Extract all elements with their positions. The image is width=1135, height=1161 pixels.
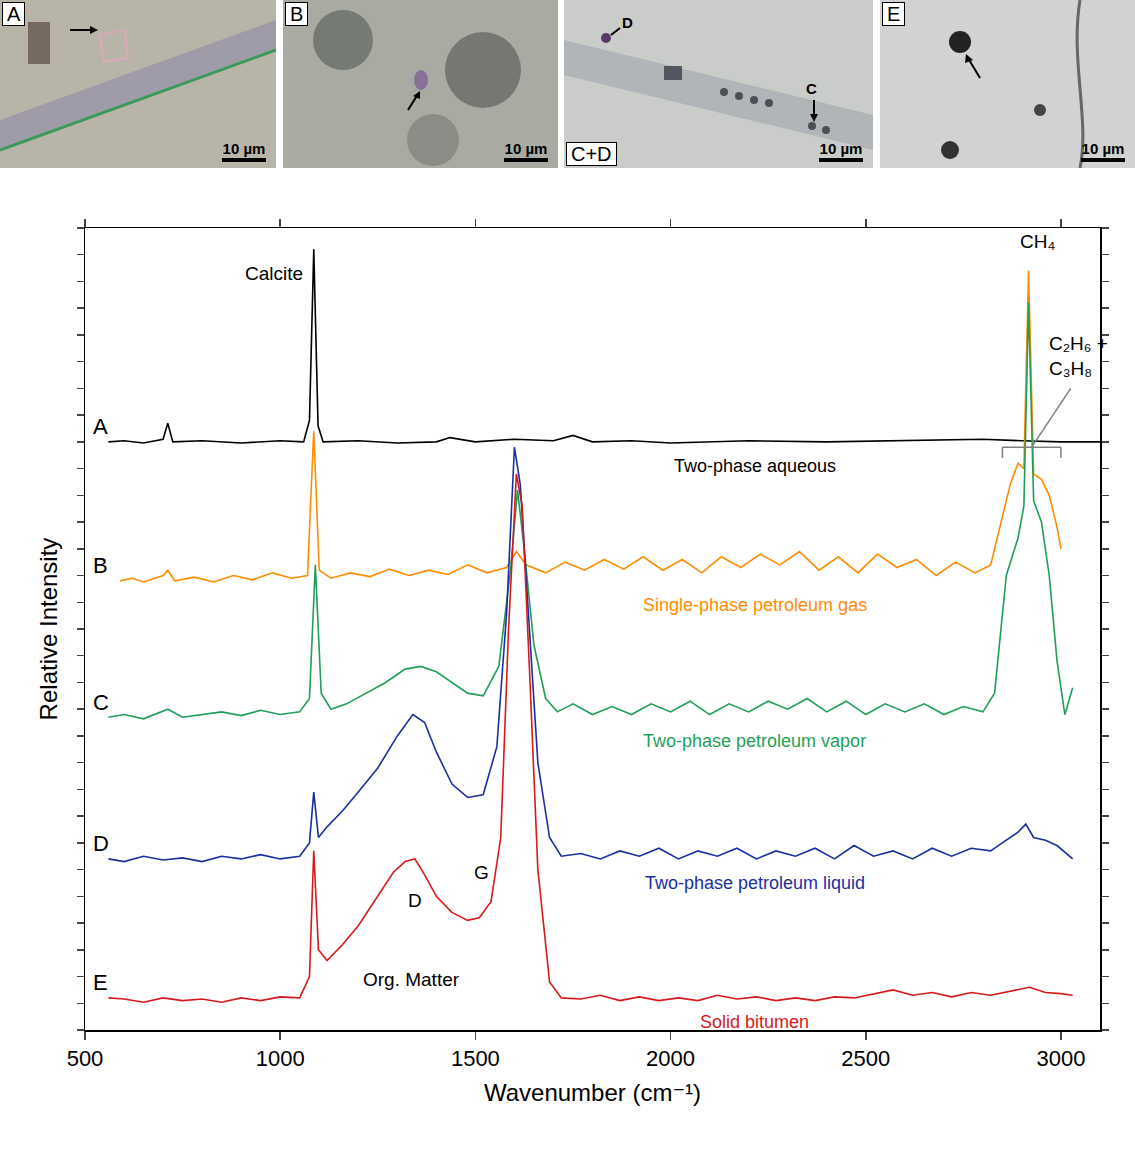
html-text:A: A — [7, 3, 21, 25]
html-text:C+D: C+D — [571, 143, 612, 165]
svg-text:1500: 1500 — [451, 1046, 500, 1071]
svg-text:D: D — [93, 831, 109, 856]
html-text:D: D — [622, 14, 633, 31]
html-text:10 µm: 10 µm — [504, 140, 548, 157]
svg-text:Two-phase petroleum liquid: Two-phase petroleum liquid — [645, 873, 865, 893]
html-text:B: B — [290, 3, 304, 25]
svg-text:Calcite: Calcite — [245, 263, 303, 284]
svg-text:Solid bitumen: Solid bitumen — [700, 1012, 809, 1032]
svg-text:Two-phase aqueous: Two-phase aqueous — [674, 456, 836, 476]
svg-text:E: E — [93, 970, 108, 995]
html-text:10 µm: 10 µm — [1081, 140, 1125, 157]
svg-text:D: D — [408, 890, 422, 911]
svg-text:Wavenumber (cm⁻¹): Wavenumber (cm⁻¹) — [484, 1079, 701, 1106]
svg-text:Org. Matter: Org. Matter — [363, 969, 460, 990]
svg-text:Relative Intensity: Relative Intensity — [35, 538, 62, 721]
svg-text:3000: 3000 — [1036, 1046, 1085, 1071]
svg-text:Two-phase petroleum vapor: Two-phase petroleum vapor — [643, 731, 866, 751]
svg-text:2000: 2000 — [646, 1046, 695, 1071]
svg-text:B: B — [93, 553, 108, 578]
svg-text:A: A — [93, 414, 108, 439]
svg-text:C₂H₆ +C₃H₈: C₂H₆ +C₃H₈ — [1049, 333, 1108, 379]
svg-text:G: G — [474, 862, 489, 883]
html-text:C: C — [806, 80, 817, 97]
svg-text:500: 500 — [67, 1046, 104, 1071]
svg-text:1000: 1000 — [256, 1046, 305, 1071]
html-text:10 µm: 10 µm — [222, 140, 266, 157]
html-text:E: E — [887, 3, 901, 25]
html-text:10 µm: 10 µm — [819, 140, 863, 157]
svg-text:CH₄: CH₄ — [1020, 231, 1055, 252]
svg-text:Single-phase petroleum gas: Single-phase petroleum gas — [643, 595, 867, 615]
svg-text:C: C — [93, 690, 109, 715]
svg-text:2500: 2500 — [841, 1046, 890, 1071]
